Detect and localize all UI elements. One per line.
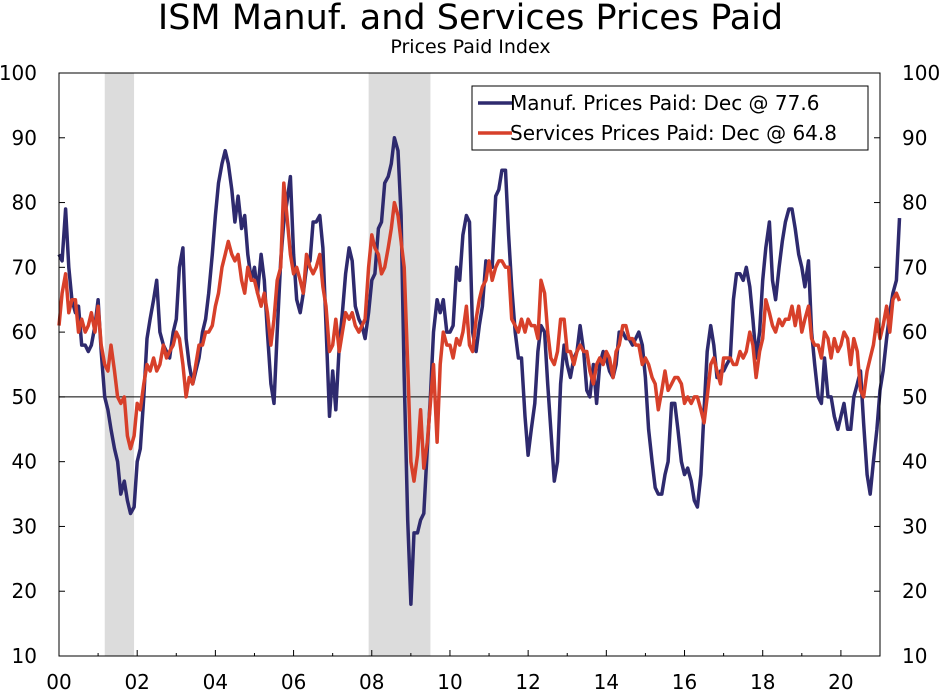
legend-box — [471, 85, 869, 151]
y-tick-label-left-50: 50 — [12, 385, 37, 409]
series-line-manufacturing — [57, 136, 902, 606]
y-tick-label-right-90: 90 — [902, 126, 927, 150]
x-tick-label-06: 06 — [281, 670, 306, 692]
x-tick-label-14: 14 — [594, 670, 619, 692]
y-tick-label-left-60: 60 — [12, 320, 37, 344]
x-tick-label-00: 00 — [46, 670, 71, 692]
y-tick-label-right-40: 40 — [902, 450, 927, 474]
x-tick-label-08: 08 — [359, 670, 384, 692]
y-tick-label-right-100: 100 — [902, 61, 940, 85]
legend-label-manufacturing: Manuf. Prices Paid: Dec @ 77.6 — [510, 91, 819, 115]
y-tick-label-right-60: 60 — [902, 320, 927, 344]
y-tick-label-right-50: 50 — [902, 385, 927, 409]
x-tick-label-12: 12 — [515, 670, 540, 692]
y-tick-label-right-20: 20 — [902, 579, 927, 603]
y-tick-label-left-40: 40 — [12, 450, 37, 474]
chart-subtitle: Prices Paid Index — [390, 36, 551, 58]
tick-labels: 10 10 20 20 30 30 40 40 50 50 60 60 70 70 80 80 90 90 100 1… — [0, 61, 940, 692]
x-tick-label-02: 02 — [124, 670, 149, 692]
y-tick-label-left-100: 100 — [0, 61, 37, 85]
y-tick-label-left-90: 90 — [12, 126, 37, 150]
y-tick-label-left-80: 80 — [12, 191, 37, 215]
y-tick-label-right-80: 80 — [902, 191, 927, 215]
x-tick-label-20: 20 — [828, 670, 853, 692]
plot-frame — [58, 72, 881, 657]
x-tick-label-10: 10 — [437, 670, 462, 692]
y-tick-label-left-70: 70 — [12, 255, 37, 279]
y-tick-label-left-30: 30 — [12, 514, 37, 538]
y-tick-label-right-10: 10 — [902, 644, 927, 668]
legend: Manuf. Prices Paid: Dec @ 77.6 Services … — [471, 85, 869, 151]
x-tick-label-04: 04 — [203, 670, 228, 692]
y-tick-label-right-70: 70 — [902, 255, 927, 279]
chart-title: ISM Manuf. and Services Prices Paid — [157, 0, 784, 38]
series-lines — [57, 136, 902, 606]
x-tick-label-16: 16 — [672, 670, 697, 692]
series-line-services — [57, 181, 902, 483]
y-tick-label-right-30: 30 — [902, 514, 927, 538]
y-tick-label-left-20: 20 — [12, 579, 37, 603]
legend-label-services: Services Prices Paid: Dec @ 64.8 — [510, 121, 837, 145]
x-tick-label-18: 18 — [750, 670, 775, 692]
y-tick-label-left-10: 10 — [12, 644, 37, 668]
